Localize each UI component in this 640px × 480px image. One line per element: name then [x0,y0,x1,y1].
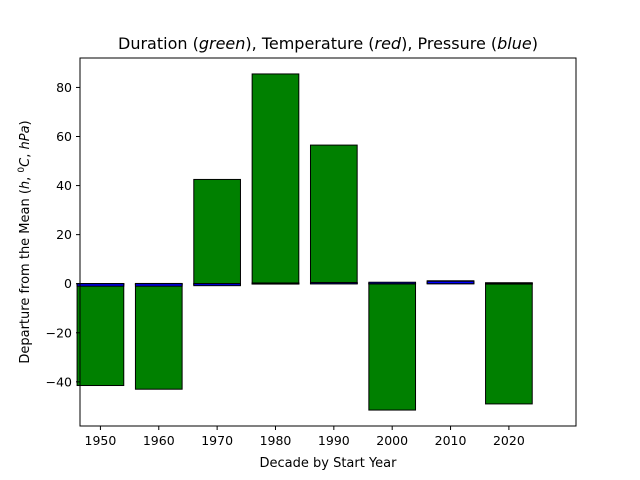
bar-duration-1970 [193,178,241,285]
y-tick-label: −20 [46,325,72,340]
bar-pressure-1950 [76,283,125,287]
y-tick-label: 80 [56,80,72,95]
x-tick-label: 1980 [260,433,292,448]
bar-duration-1950 [76,283,125,387]
bar-pressure-1990 [309,281,358,285]
bar-pressure-1960 [134,283,183,287]
title-part: red [375,34,402,53]
y-tick-label: 0 [64,276,72,291]
x-tick-label: 2020 [493,433,525,448]
title-part: ) [532,34,538,53]
bar-pressure-1980 [251,282,300,285]
x-tick-label: 1950 [85,433,117,448]
bar-duration-1980 [251,73,300,285]
y-tick-label: 60 [56,129,72,144]
x-tick-label: 1970 [201,433,233,448]
title-part: blue [497,34,532,53]
axes-layer: 1950 1960 1970 1980 1990 2000 2010 2020 −40 −20 0 2… [46,80,525,448]
x-tick-label: 2000 [376,433,408,448]
ylabel-part: , [18,173,33,181]
ylabel-part: 0 [17,167,27,173]
ylabel-part: h [18,181,33,189]
y-tick-label: 20 [56,227,72,242]
x-tick-label: 1990 [318,433,350,448]
title-part: green [199,34,246,53]
ylabel-part: , [18,149,33,157]
y-tick-label: −40 [46,374,72,389]
x-axis-label: Decade by Start Year [260,456,398,471]
bar-pressure-1970 [193,283,241,287]
title-part: ), Pressure ( [401,34,497,53]
y-axis-label: Departure from the Mean (h, 0C, hPa) [17,120,33,363]
title-part: Duration ( [118,34,199,53]
bar-duration-2020 [485,283,533,405]
ylabel-part: hPa [18,125,33,149]
ylabel-part: C [18,157,33,167]
ylabel-part: Departure from the Mean ( [18,189,33,364]
bar-pressure-2000 [368,281,417,285]
x-tick-label: 2010 [435,433,467,448]
bar-pressure-2020 [485,282,533,285]
bar-duration-2000 [368,283,417,411]
y-tick-label: 40 [56,178,72,193]
chart-title: Duration (green), Temperature (red), Pre… [118,34,538,53]
bar-duration-1960 [134,283,183,390]
bar-pressure-2010 [426,280,475,285]
x-tick-label: 1960 [143,433,175,448]
bars-layer [76,73,533,411]
bar-duration-1990 [309,144,358,285]
ylabel-part: ) [18,120,33,125]
title-part: ), Temperature ( [245,34,374,53]
plot-frame [79,57,577,427]
